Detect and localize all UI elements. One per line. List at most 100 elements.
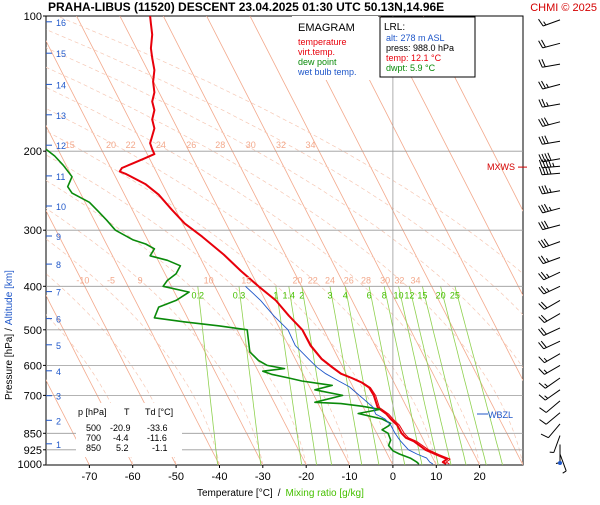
y-axis-altitude-label: Altitude [km] xyxy=(4,270,15,325)
altitude-tick-label: 1 xyxy=(56,440,61,450)
theta-label: 22 xyxy=(308,275,318,285)
theta-label: 34 xyxy=(410,275,420,285)
mixing-ratio-label: 0.2 xyxy=(192,290,205,300)
temperature-tick-label: 20 xyxy=(473,471,485,483)
dry-adiabat-line xyxy=(0,16,3,465)
wind-barb-flag xyxy=(539,395,545,400)
theta-label: 32 xyxy=(394,275,404,285)
wind-barb xyxy=(550,436,560,453)
pressure-tick-label: 1000 xyxy=(18,459,42,471)
wind-barb-half-flag xyxy=(549,207,551,211)
mixing-ratio-label: 15 xyxy=(417,290,427,300)
wind-barb-staff xyxy=(546,401,560,413)
wind-barb xyxy=(539,314,560,323)
wind-barb-staff xyxy=(546,413,560,425)
wind-barb xyxy=(539,99,560,107)
legend: EMAGRAM temperature virt.temp. dew point… xyxy=(292,16,378,80)
mxws-marker: MXWS xyxy=(487,162,515,172)
altitude-tick-label: 6 xyxy=(56,315,61,325)
temperature-tick-label: -10 xyxy=(342,471,358,483)
lrl-pressure: press: 988.0 hPa xyxy=(386,43,454,53)
temperature-tick-label: -20 xyxy=(298,471,314,483)
wind-barb xyxy=(539,300,560,309)
theta-label: 10 xyxy=(204,275,214,285)
wind-barb xyxy=(540,401,561,413)
calm-wind-dot xyxy=(558,461,562,465)
wind-barb-half-flag xyxy=(563,471,567,473)
wind-barb-flag xyxy=(539,137,542,145)
wind-barb-flag xyxy=(542,99,545,107)
wind-barb xyxy=(539,328,561,336)
wind-barb xyxy=(539,19,561,26)
wind-barb-staff xyxy=(548,424,560,438)
pressure-tick-label: 600 xyxy=(24,360,42,372)
wind-barb xyxy=(539,136,560,145)
altitude-tick-label: 10 xyxy=(56,202,66,212)
theta-label: 26 xyxy=(344,275,354,285)
wind-barb xyxy=(541,424,560,438)
mixing-ratio-label: 12 xyxy=(404,290,414,300)
lrl-temperature: temp: 12.1 °C xyxy=(386,53,442,63)
wind-barb xyxy=(539,390,560,400)
table-header-td: Td [°C] xyxy=(145,407,173,417)
table-row-850-td: -1.1 xyxy=(152,443,168,453)
wind-barb xyxy=(539,204,560,213)
pressure-tick-label: 850 xyxy=(24,428,42,440)
wind-barb-flag xyxy=(539,19,544,26)
wind-barb xyxy=(539,40,560,48)
wbzl-marker: WBZL xyxy=(488,410,513,420)
table-row-700-td: -11.6 xyxy=(147,433,167,443)
theta-label: 26 xyxy=(186,140,196,150)
legend-item-virt-temp: virt.temp. xyxy=(298,47,335,57)
theta-label: -10 xyxy=(76,275,89,285)
wind-barb xyxy=(539,378,560,388)
theta-label: 20 xyxy=(106,140,116,150)
wind-barb-flag xyxy=(540,420,547,425)
altitude-tick-label: 15 xyxy=(56,49,66,59)
temperature-tick-label: 10 xyxy=(430,471,442,483)
mixing-ratio-label: 1 xyxy=(273,290,278,300)
wind-barb xyxy=(539,221,560,230)
lrl-heading: LRL: xyxy=(384,22,405,33)
pressure-tick-label: 300 xyxy=(24,225,42,237)
theta-label: 22 xyxy=(126,140,136,150)
wind-barb-half-flag xyxy=(546,84,548,88)
mixing-ratio-label: 1.4 xyxy=(283,290,296,300)
wind-barb xyxy=(540,413,561,425)
pressure-tick-label: 925 xyxy=(24,445,42,457)
wind-barb xyxy=(539,365,560,374)
wind-barb-panel xyxy=(539,19,567,473)
mixing-ratio-label: 8 xyxy=(382,290,387,300)
theta-label: 30 xyxy=(246,140,256,150)
wind-barb xyxy=(539,256,561,264)
wind-barb-half-flag xyxy=(544,370,547,373)
wind-barb xyxy=(539,81,560,89)
wind-barb xyxy=(539,166,560,175)
table-row-850-t: 5.2 xyxy=(116,443,129,453)
wind-barb-flag xyxy=(545,136,548,144)
wind-barb xyxy=(539,272,561,280)
altitude-tick-label: 9 xyxy=(56,232,61,242)
wind-barb-half-flag xyxy=(553,163,554,167)
wind-barb-half-flag xyxy=(547,288,550,291)
wind-barb xyxy=(539,239,561,248)
wind-barb xyxy=(558,461,562,465)
theta-label: 24 xyxy=(325,275,335,285)
legend-item-dew-point: dew point xyxy=(298,57,337,67)
legend-heading: EMAGRAM xyxy=(298,22,355,34)
wind-barb-flag xyxy=(539,60,542,68)
wind-barb-staff xyxy=(554,436,560,453)
temperature-tick-label: -40 xyxy=(212,471,228,483)
x-axis-separator: / xyxy=(278,488,281,499)
table-header-p: p [hPa] xyxy=(78,407,107,417)
pressure-tick-label: 700 xyxy=(24,390,42,402)
wind-barb-flag xyxy=(542,186,545,194)
pressure-tick-label: 100 xyxy=(24,11,42,23)
lrl-dewpoint: dwpt: 5.9 °C xyxy=(386,63,436,73)
temperature-tick-label: -60 xyxy=(125,471,141,483)
table-row-700-t: -4.4 xyxy=(113,433,129,443)
altitude-tick-label: 13 xyxy=(56,111,66,121)
table-row-500-t: -20.9 xyxy=(110,423,131,433)
mixing-ratio-label: 2 xyxy=(299,290,304,300)
